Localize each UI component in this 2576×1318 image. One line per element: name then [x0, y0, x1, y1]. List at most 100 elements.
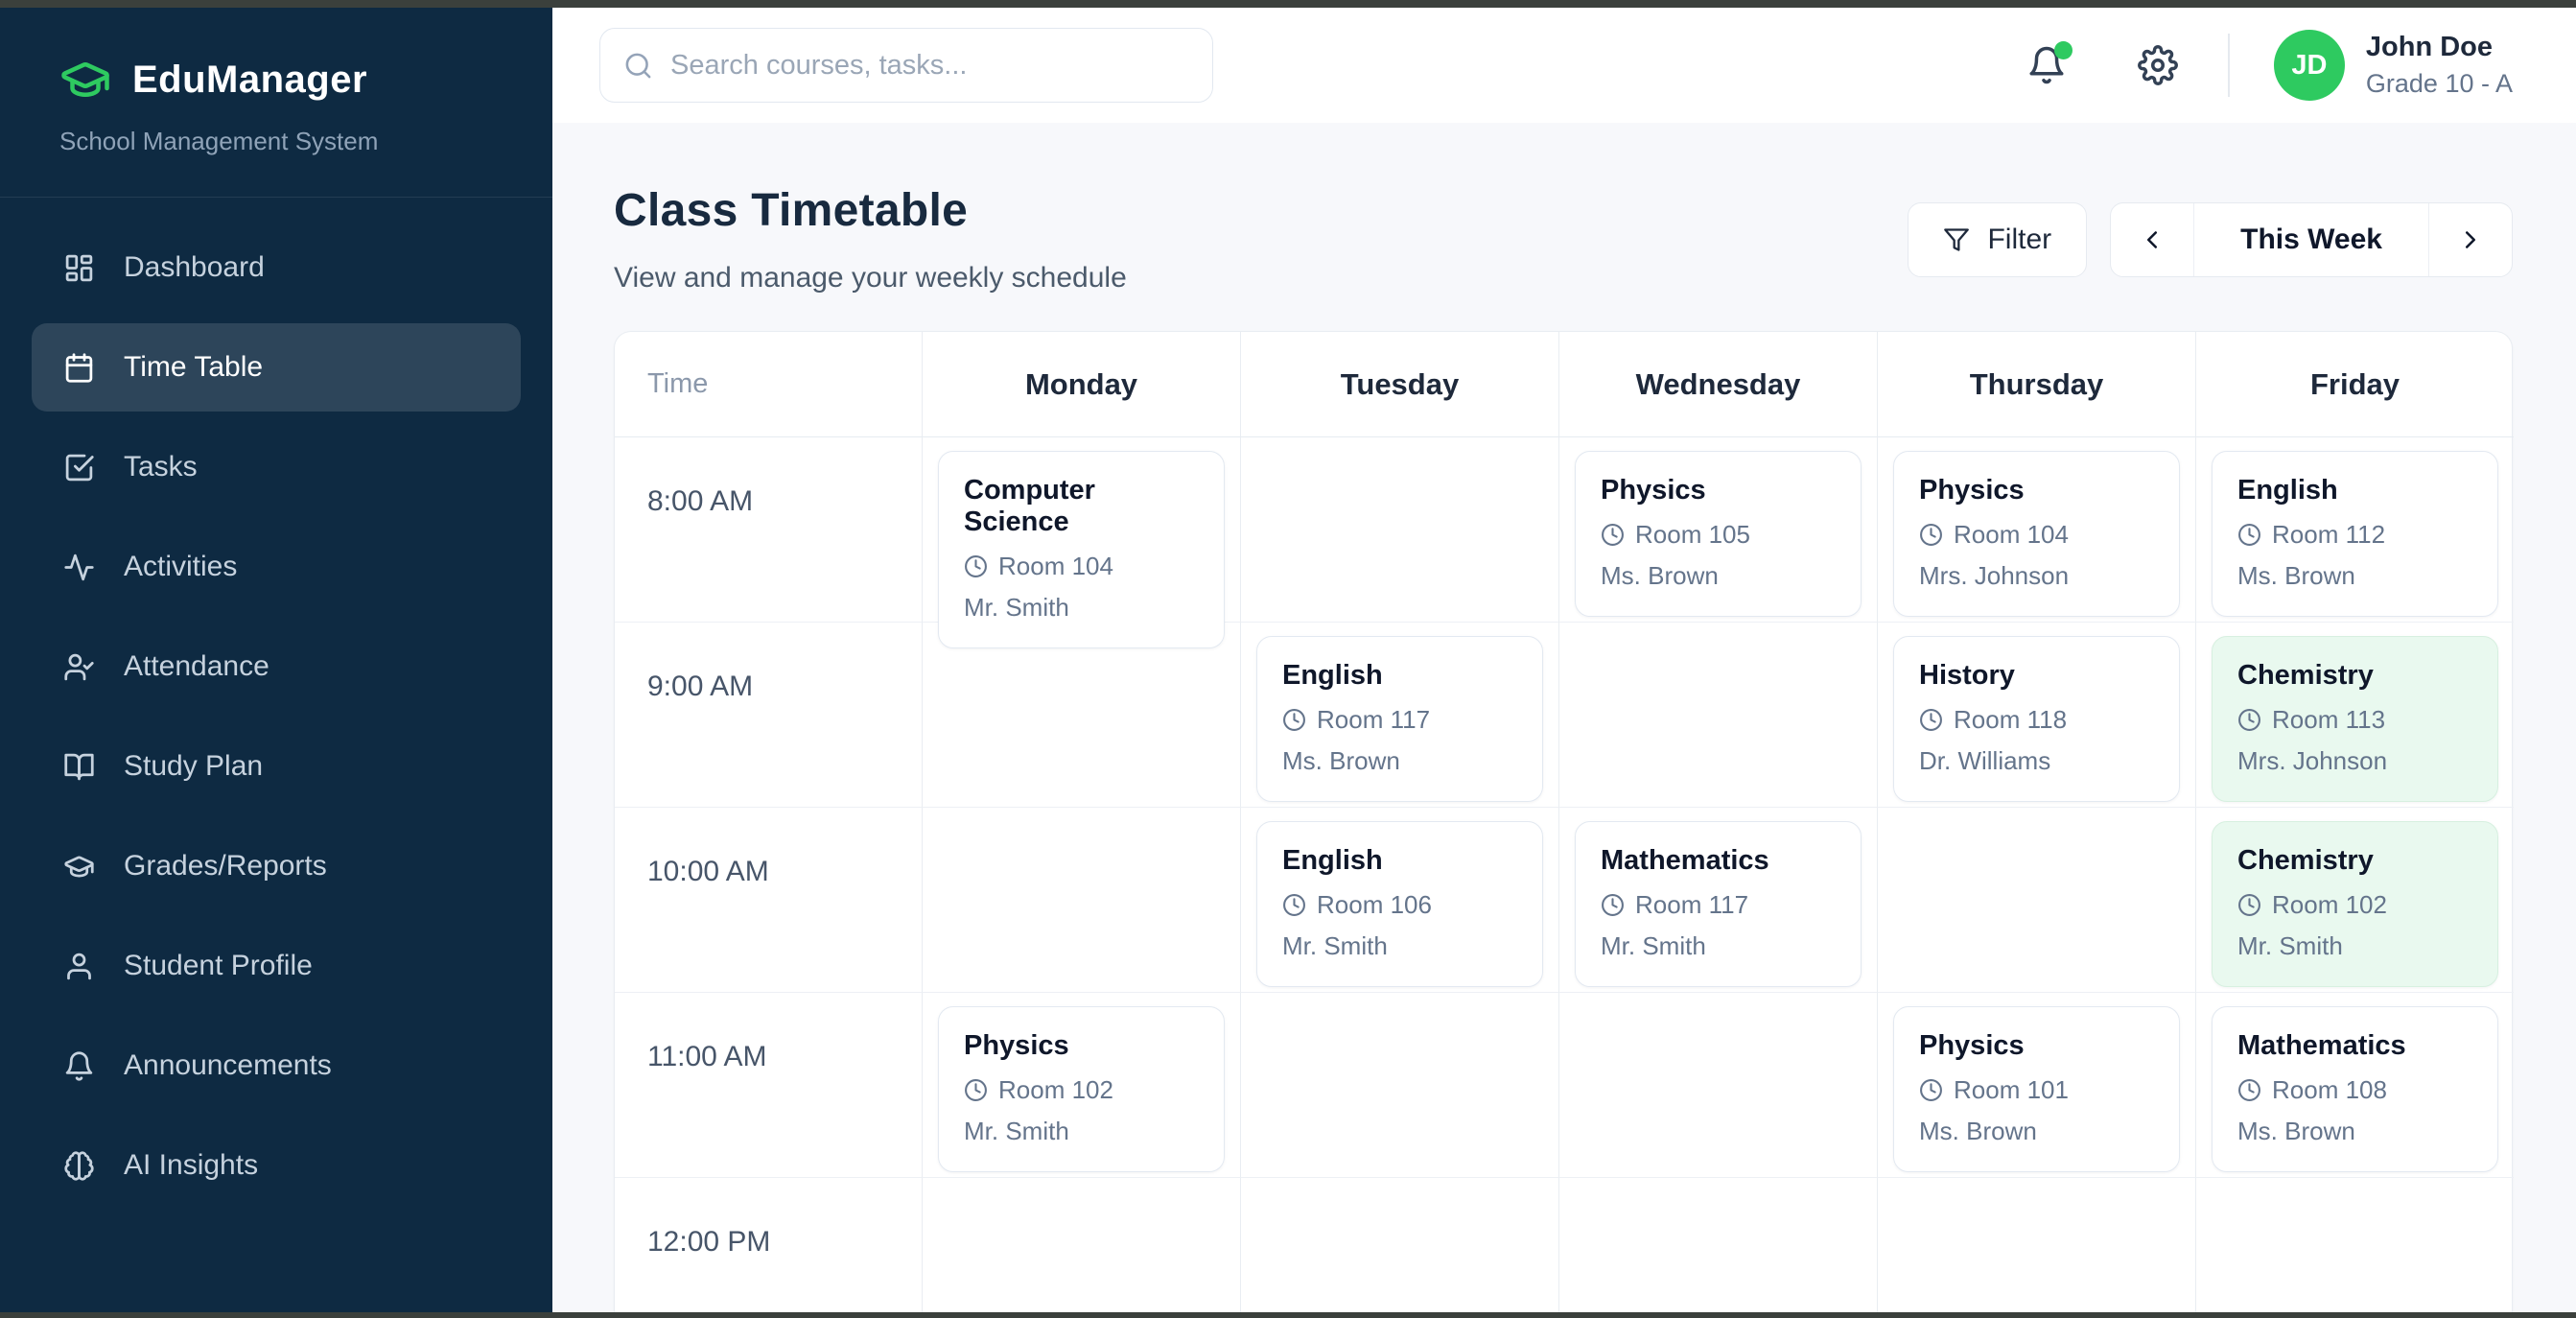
week-label[interactable]: This Week	[2193, 202, 2429, 276]
timetable-header-row: Time Monday Tuesday Wednesday Thursday Frida…	[615, 332, 2514, 437]
timetable-cell: Physics Room 101 Ms. Brown	[1877, 993, 2195, 1178]
search-icon	[623, 51, 653, 81]
timetable-cell	[922, 1178, 1240, 1318]
class-room: Room 104	[998, 552, 1113, 580]
timetable-cell: Chemistry Room 102 Mr. Smith	[2195, 808, 2514, 993]
week-navigator: This Week	[2110, 201, 2513, 277]
sidebar-item-time-table[interactable]: Time Table	[32, 323, 521, 412]
timetable-row: 10:00 AM English Room 106 Mr. Smith Mathemat…	[615, 808, 2514, 993]
time-label: 8:00 AM	[615, 437, 922, 623]
window-frame-bottom	[0, 1312, 2576, 1318]
class-room: Room 113	[2272, 705, 2386, 734]
sidebar-nav: Dashboard Time Table Tasks Activities Attend…	[0, 198, 552, 1221]
timetable-cell	[1877, 1178, 2195, 1318]
timetable-cell	[1240, 437, 1558, 623]
sidebar-item-label: Announcements	[124, 1049, 332, 1081]
bell-icon	[63, 1050, 95, 1082]
class-teacher: Mrs. Johnson	[2237, 746, 2388, 775]
content: Class Timetable View and manage your wee…	[552, 123, 2576, 1318]
timetable-body: 8:00 AM Computer Science Room 104 Mr. Smith…	[615, 437, 2514, 1318]
class-room: Room 102	[998, 1075, 1113, 1104]
sidebar-item-dashboard[interactable]: Dashboard	[32, 224, 521, 312]
sidebar-item-activities[interactable]: Activities	[32, 523, 521, 611]
class-card-physics[interactable]: Physics Room 104 Mrs. Johnson	[1893, 451, 2180, 617]
timetable-cell	[1240, 1178, 1558, 1318]
class-room: Room 102	[2272, 890, 2387, 919]
app-name: EduManager	[132, 58, 368, 101]
class-card-chemistry[interactable]: Chemistry Room 113 Mrs. Johnson	[2212, 636, 2498, 802]
sidebar-item-grades-reports[interactable]: Grades/Reports	[32, 822, 521, 910]
timetable-cell: Physics Room 102 Mr. Smith	[922, 993, 1240, 1178]
class-subject: Mathematics	[1601, 845, 1769, 876]
dashboard-icon	[63, 252, 95, 284]
brain-icon	[63, 1150, 95, 1182]
sidebar: EduManager School Management System Dash…	[0, 8, 552, 1318]
timetable-cell	[1558, 1178, 1877, 1318]
class-subject: English	[1282, 845, 1383, 876]
user-name: John Doe	[2365, 32, 2494, 62]
class-card-mathematics[interactable]: Mathematics Room 108 Ms. Brown	[2212, 1006, 2498, 1172]
sidebar-item-student-profile[interactable]: Student Profile	[32, 922, 521, 1010]
sidebar-item-label: Grades/Reports	[124, 850, 327, 882]
class-teacher: Mr. Smith	[2237, 931, 2343, 960]
class-card-english[interactable]: English Room 112 Ms. Brown	[2212, 451, 2498, 617]
logo-block: EduManager School Management System	[0, 8, 552, 198]
class-card-chemistry[interactable]: Chemistry Room 102 Mr. Smith	[2212, 821, 2498, 987]
sidebar-item-announcements[interactable]: Announcements	[32, 1022, 521, 1110]
user-info: John Doe Grade 10 - A	[2366, 32, 2513, 99]
sidebar-item-ai-insights[interactable]: AI Insights	[32, 1121, 521, 1210]
next-week-button[interactable]	[2429, 203, 2512, 276]
search-input[interactable]	[670, 49, 1189, 82]
class-teacher: Ms. Brown	[1282, 746, 1400, 775]
timetable-cell	[922, 808, 1240, 993]
class-card-english[interactable]: English Room 117 Ms. Brown	[1256, 636, 1543, 802]
notification-dot	[2053, 41, 2073, 59]
class-room: Room 112	[2272, 520, 2386, 549]
clock-icon	[2237, 523, 2261, 547]
timetable-cell: History Room 118 Dr. Williams	[1877, 623, 2195, 808]
avatar[interactable]: JD	[2273, 30, 2345, 101]
class-subject: History	[1919, 660, 2015, 691]
class-card-computer-science[interactable]: Computer Science Room 104 Mr. Smith	[938, 451, 1225, 648]
sidebar-item-label: Study Plan	[124, 750, 264, 782]
sidebar-item-tasks[interactable]: Tasks	[32, 423, 521, 511]
class-teacher: Mr. Smith	[1601, 931, 1706, 960]
header-divider	[2227, 34, 2230, 97]
class-room: Room 108	[2272, 1075, 2387, 1104]
class-card-physics[interactable]: Physics Room 101 Ms. Brown	[1893, 1006, 2180, 1172]
timetable-row: 9:00 AM English Room 117 Ms. Brown History Ro…	[615, 623, 2514, 808]
class-card-english[interactable]: English Room 106 Mr. Smith	[1256, 821, 1543, 987]
sidebar-item-attendance[interactable]: Attendance	[32, 623, 521, 711]
class-subject: English	[1282, 660, 1383, 691]
class-subject: Chemistry	[2237, 660, 2374, 691]
class-card-mathematics[interactable]: Mathematics Room 117 Mr. Smith	[1575, 821, 1862, 987]
prev-week-button[interactable]	[2111, 203, 2193, 276]
timetable-cell	[1877, 808, 2195, 993]
class-teacher: Ms. Brown	[1919, 1117, 2037, 1145]
filter-button[interactable]: Filter	[1908, 201, 2088, 277]
clock-icon	[2237, 893, 2261, 917]
user-grade: Grade 10 - A	[2365, 69, 2513, 98]
notifications-button[interactable]	[2026, 41, 2073, 85]
time-label: 12:00 PM	[647, 1226, 771, 1258]
class-teacher: Dr. Williams	[1919, 746, 2051, 775]
sidebar-item-label: Tasks	[124, 451, 198, 482]
timetable-cell: English Room 112 Ms. Brown	[2195, 437, 2514, 623]
class-card-physics[interactable]: Physics Room 105 Ms. Brown	[1575, 451, 1862, 617]
user-check-icon	[63, 651, 95, 683]
class-subject: English	[2237, 475, 2338, 506]
clock-icon	[2237, 708, 2261, 732]
day-header-thursday: Thursday	[1877, 332, 2195, 437]
class-card-history[interactable]: History Room 118 Dr. Williams	[1893, 636, 2180, 802]
day-header-wednesday: Wednesday	[1558, 332, 1877, 437]
class-teacher: Mrs. Johnson	[1919, 561, 2070, 590]
window-frame-top	[0, 0, 2576, 8]
class-card-physics[interactable]: Physics Room 102 Mr. Smith	[938, 1006, 1225, 1172]
clock-icon	[1282, 893, 1306, 917]
class-subject: Physics	[964, 1030, 1069, 1061]
graduation-cap-icon	[59, 54, 111, 106]
sidebar-item-study-plan[interactable]: Study Plan	[32, 722, 521, 811]
settings-button[interactable]	[2137, 45, 2178, 85]
class-teacher: Ms. Brown	[2237, 1117, 2355, 1145]
